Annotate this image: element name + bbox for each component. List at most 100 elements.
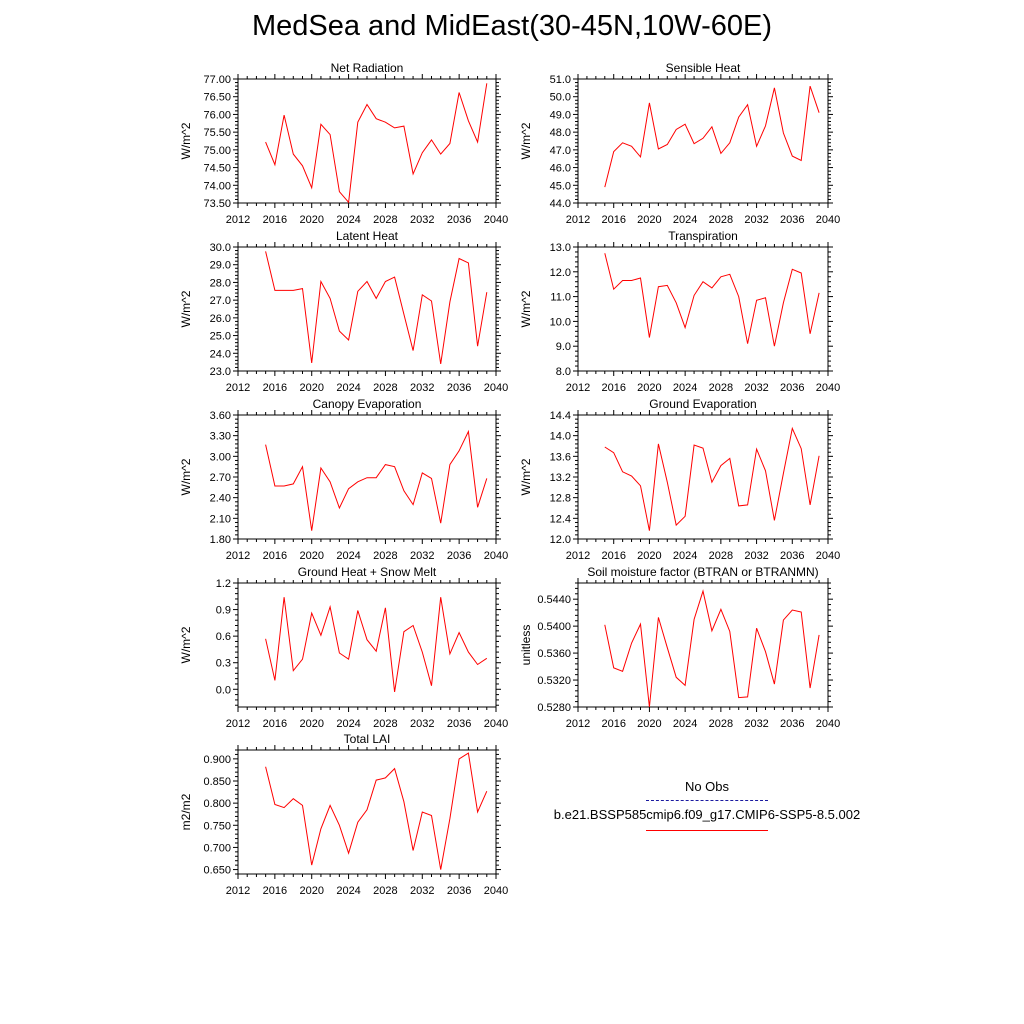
panel-8-ytick-label: 0.850: [203, 776, 231, 788]
panel-0-series-line: [265, 83, 488, 204]
panel-3-xtick-label: 2012: [566, 382, 590, 394]
panel-6-ytick-label: 0.9: [216, 605, 231, 617]
panel-4-ytick-label: 3.60: [210, 410, 231, 422]
panel-1-ytick-label: 44.0: [550, 198, 571, 210]
panel-3-ytick-label: 12.0: [550, 267, 571, 279]
panel-2-ytick-label: 25.0: [210, 331, 231, 343]
panel-7-xtick-label: 2016: [601, 718, 625, 730]
panel-0-ytick-label: 73.50: [203, 198, 231, 210]
panel-2-ytick-label: 24.0: [210, 348, 231, 360]
panel-3-series-line: [604, 253, 820, 347]
panel-3-ylabel: W/m^2: [519, 290, 533, 327]
panel-8-title: Total LAI: [344, 732, 391, 746]
panel-2-series-line: [265, 251, 488, 364]
panel-2-xtick-label: 2020: [299, 382, 323, 394]
panel-6-xtick-label: 2016: [263, 718, 287, 730]
panel-4-xtick-label: 2012: [226, 550, 250, 562]
panel-5-ylabel: W/m^2: [519, 458, 533, 495]
panel-4-xtick-label: 2020: [299, 550, 323, 562]
legend-case-line: [646, 830, 768, 831]
panel-1-title: Sensible Heat: [666, 61, 741, 75]
panel-1-series-line: [604, 85, 820, 188]
panel-1-xtick-label: 2020: [637, 214, 661, 226]
panel-8-ytick-label: 0.750: [203, 820, 231, 832]
panel-0-ytick-label: 75.50: [203, 127, 231, 139]
panel-0-ytick-label: 77.00: [203, 74, 231, 86]
panel-1-xtick-label: 2040: [816, 214, 840, 226]
panel-7-ytick-label: 0.5280: [537, 702, 571, 714]
panel-5-series-line: [604, 426, 820, 531]
panel-7-ytick-label: 0.5400: [537, 621, 571, 633]
panel-0-xtick-label: 2028: [373, 214, 397, 226]
panel-2-xtick-label: 2012: [226, 382, 250, 394]
panel-5-xtick-label: 2016: [601, 550, 625, 562]
panel-5-title: Ground Evaporation: [649, 397, 756, 411]
panel-1-ytick-label: 51.0: [550, 74, 571, 86]
panel-0-ylabel: W/m^2: [179, 122, 193, 159]
panel-7-xtick-label: 2028: [709, 718, 733, 730]
panel-5-xtick-label: 2028: [709, 550, 733, 562]
panel-5-ytick-label: 14.4: [550, 410, 571, 422]
panel-2-xtick-label: 2032: [410, 382, 434, 394]
panel-8-xtick-label: 2024: [336, 885, 360, 897]
panel-4-ytick-label: 1.80: [210, 534, 231, 546]
panel-4-xtick-label: 2016: [263, 550, 287, 562]
panel-5-frame: [577, 414, 829, 540]
legend-obs-label: No Obs: [684, 779, 730, 794]
panel-2-xtick-label: 2016: [263, 382, 287, 394]
panel-0-xtick-label: 2040: [484, 214, 508, 226]
panel-4-ylabel: W/m^2: [179, 458, 193, 495]
panel-0-frame: [237, 78, 497, 204]
panel-7-title: Soil moisture factor (BTRAN or BTRANMN): [587, 565, 818, 579]
panel-4-xtick-label: 2024: [336, 550, 360, 562]
panel-3-xtick-label: 2040: [816, 382, 840, 394]
panel-7-xtick-label: 2040: [816, 718, 840, 730]
panel-1-ytick-label: 48.0: [550, 127, 571, 139]
panel-3-xtick-label: 2020: [637, 382, 661, 394]
panel-4-xtick-label: 2040: [484, 550, 508, 562]
panel-7-ytick-label: 0.5360: [537, 648, 571, 660]
panel-7-xtick-label: 2012: [566, 718, 590, 730]
panel-6-series-line: [265, 597, 488, 692]
panel-5-xtick-label: 2024: [673, 550, 697, 562]
panel-3-frame: [577, 246, 829, 372]
legend-case-label: b.e21.BSSP585cmip6.f09_g17.CMIP6-SSP5-8.…: [553, 807, 861, 822]
panel-6-xtick-label: 2020: [299, 718, 323, 730]
panel-4-series-line: [265, 429, 488, 531]
panel-4-ytick-label: 2.10: [210, 513, 231, 525]
panel-7-ytick-label: 0.5320: [537, 675, 571, 687]
panel-0-xtick-label: 2012: [226, 214, 250, 226]
panel-2-xtick-label: 2028: [373, 382, 397, 394]
panel-5-xtick-label: 2036: [780, 550, 804, 562]
panel-6-xtick-label: 2040: [484, 718, 508, 730]
panel-2-ytick-label: 28.0: [210, 277, 231, 289]
panel-0-ytick-label: 76.50: [203, 92, 231, 104]
panel-8-ytick-label: 0.650: [203, 865, 231, 877]
panel-8-xtick-label: 2028: [373, 885, 397, 897]
panel-8-ytick-label: 0.800: [203, 798, 231, 810]
panel-6-ytick-label: 0.0: [216, 684, 231, 696]
panel-0-title: Net Radiation: [331, 61, 404, 75]
panel-7-series-line: [604, 589, 820, 708]
panel-7-ylabel: unitless: [519, 625, 533, 666]
panel-3-xtick-label: 2024: [673, 382, 697, 394]
panel-5-xtick-label: 2020: [637, 550, 661, 562]
panel-3-xtick-label: 2032: [744, 382, 768, 394]
panel-4-ytick-label: 2.70: [210, 472, 231, 484]
panel-8-ytick-label: 0.900: [203, 754, 231, 766]
panel-0-xtick-label: 2016: [263, 214, 287, 226]
panel-2-ytick-label: 26.0: [210, 313, 231, 325]
panel-6-xtick-label: 2036: [447, 718, 471, 730]
panel-2-ytick-label: 30.0: [210, 242, 231, 254]
panel-7-xtick-label: 2032: [744, 718, 768, 730]
panel-2-ytick-label: 27.0: [210, 295, 231, 307]
panel-8-xtick-label: 2016: [263, 885, 287, 897]
panel-0-xtick-label: 2020: [299, 214, 323, 226]
panel-8-xtick-label: 2012: [226, 885, 250, 897]
panel-1-xtick-label: 2028: [709, 214, 733, 226]
page-title: MedSea and MidEast(30-45N,10W-60E): [251, 10, 773, 42]
panel-6-xtick-label: 2028: [373, 718, 397, 730]
panel-6-frame: [237, 582, 497, 708]
panel-0-ytick-label: 76.00: [203, 109, 231, 121]
